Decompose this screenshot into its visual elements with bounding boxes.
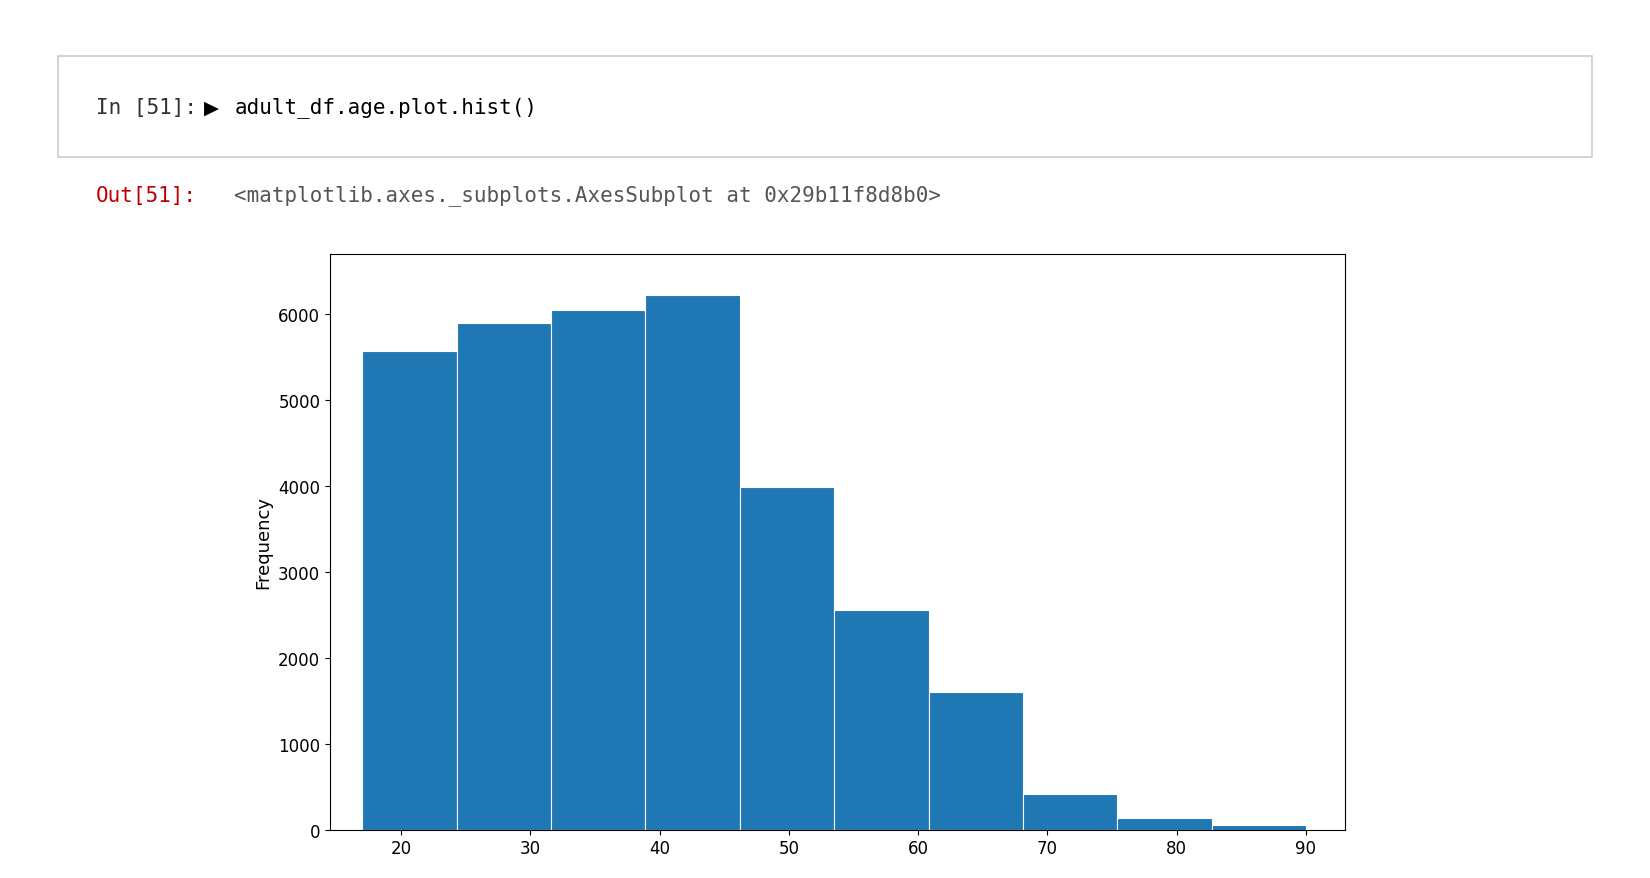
Text: <matplotlib.axes._subplots.AxesSubplot at 0x29b11f8d8b0>: <matplotlib.axes._subplots.AxesSubplot a… (234, 185, 940, 205)
Y-axis label: Frequency: Frequency (254, 496, 272, 588)
Bar (929, 692, 1023, 830)
Text: adult_df.age.plot.hist(): adult_df.age.plot.hist() (234, 97, 538, 118)
Bar (457, 324, 551, 830)
Bar (739, 487, 835, 830)
Bar (1117, 818, 1211, 830)
Bar (1023, 795, 1117, 830)
Bar (363, 351, 457, 830)
Text: In [51]:: In [51]: (96, 97, 196, 118)
Bar (835, 610, 929, 830)
Bar (1211, 825, 1305, 830)
Bar (551, 311, 645, 830)
Bar (645, 296, 739, 830)
Text: ▶: ▶ (203, 98, 218, 117)
Text: Out[51]:: Out[51]: (96, 185, 196, 205)
